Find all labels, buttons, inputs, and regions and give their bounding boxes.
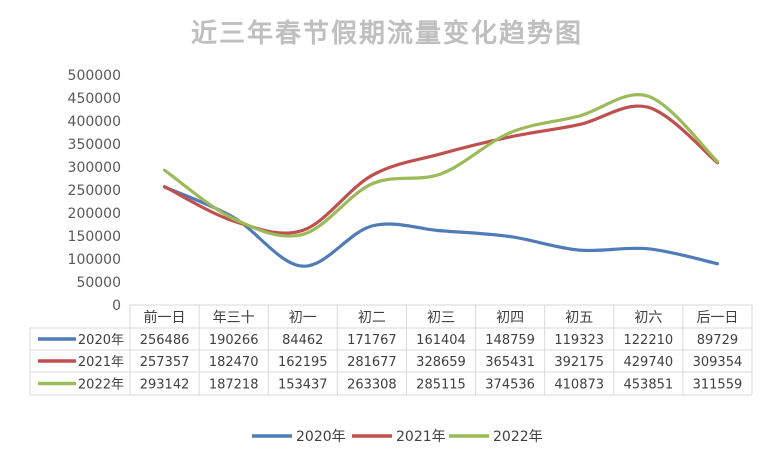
data-label: 285115	[416, 378, 466, 393]
y-tick-label: 350000	[68, 137, 121, 153]
y-tick-label: 0	[112, 298, 121, 314]
y-tick-label: 300000	[68, 160, 121, 176]
data-label: 328659	[416, 355, 466, 370]
data-label: 182470	[209, 355, 259, 370]
y-tick-label: 150000	[68, 229, 121, 245]
data-label: 256486	[140, 333, 190, 348]
data-label: 257357	[140, 355, 190, 370]
x-category-label: 初二	[358, 309, 386, 326]
y-tick-label: 250000	[68, 183, 121, 199]
data-label: 410873	[554, 378, 604, 393]
data-label: 374536	[485, 378, 535, 393]
data-label: 309354	[693, 355, 743, 370]
x-category-label: 初五	[565, 309, 593, 326]
y-tick-label: 450000	[68, 91, 121, 107]
table-row-header: 2022年	[78, 378, 124, 393]
data-label: 122210	[624, 333, 674, 348]
series-line-2	[162, 93, 720, 238]
table-row-header: 2021年	[78, 355, 124, 370]
x-category-label: 年三十	[213, 310, 255, 326]
legend-label: 2021年	[396, 429, 446, 445]
legend: 2020年 2021年 2022年	[252, 429, 543, 445]
x-category-label: 前一日	[144, 309, 186, 326]
data-label: 161404	[416, 333, 466, 348]
series-line-1	[162, 104, 720, 235]
legend-label: 2020年	[296, 429, 346, 445]
data-label: 453851	[624, 378, 674, 393]
y-tick-label: 400000	[68, 114, 121, 130]
data-label: 392175	[554, 355, 604, 370]
data-label: 84462	[282, 333, 323, 348]
data-label: 187218	[209, 378, 259, 393]
series-line-0	[162, 185, 720, 268]
data-label: 311559	[693, 378, 743, 393]
chart-title: 近三年春节假期流量变化趋势图	[191, 18, 583, 49]
legend-label: 2022年	[493, 429, 543, 445]
data-label: 263308	[347, 378, 397, 393]
data-label: 148759	[485, 333, 535, 348]
data-label: 429740	[624, 355, 674, 370]
plot-area	[162, 93, 720, 268]
x-category-label: 初一	[289, 309, 317, 326]
data-label: 162195	[278, 355, 328, 370]
data-label: 365431	[485, 355, 535, 370]
data-table: 前一日 年三十 初一 初二 初三 初四 初五 初六 后一日 2020年 256486 190266 84…	[29, 304, 753, 396]
table-row-header: 2020年	[78, 333, 124, 348]
x-category-label: 初三	[427, 309, 455, 326]
x-category-label: 初四	[496, 309, 524, 326]
y-tick-label: 100000	[68, 252, 121, 268]
x-category-label: 后一日	[696, 310, 738, 326]
data-label: 293142	[140, 378, 190, 393]
y-tick-label: 200000	[68, 206, 121, 222]
data-label: 89729	[697, 333, 738, 348]
y-tick-label: 500000	[68, 68, 121, 84]
y-tick-label: 50000	[76, 275, 121, 291]
data-label: 281677	[347, 355, 397, 370]
data-label: 171767	[347, 333, 397, 348]
x-category-label: 初六	[634, 309, 662, 326]
y-axis: 0 50000 100000 150000 200000 250000 300000 3500…	[68, 68, 121, 314]
data-label: 153437	[278, 378, 328, 393]
data-label: 190266	[209, 333, 259, 348]
data-label: 119323	[554, 333, 604, 348]
